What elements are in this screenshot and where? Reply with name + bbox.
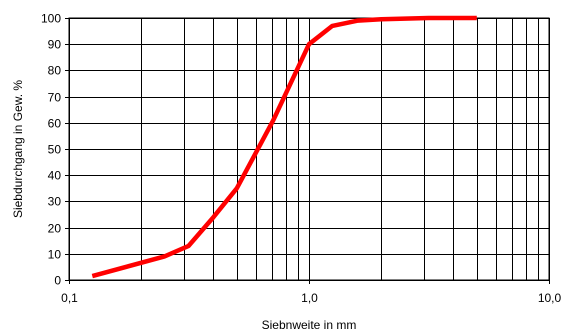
series-line xyxy=(91,15,477,279)
x-tick-label: 10,0 xyxy=(538,291,562,305)
x-axis-title: Siebnweite in mm xyxy=(262,318,357,329)
x-tick-label: 0,1 xyxy=(61,291,78,305)
y-tick-label: 50 xyxy=(48,143,62,157)
series-layer xyxy=(91,15,477,279)
grid xyxy=(69,18,550,281)
y-tick-label: 40 xyxy=(48,169,62,183)
x-tick-label: 1,0 xyxy=(301,291,318,305)
y-tick-label: 70 xyxy=(48,91,62,105)
y-tick-label: 60 xyxy=(48,117,62,131)
y-tick-label: 30 xyxy=(48,195,62,209)
y-tick-label: 80 xyxy=(48,64,62,78)
y-tick-label: 20 xyxy=(48,222,62,236)
x-tick-labels: 0,1 1,0 10,0 xyxy=(61,280,562,305)
y-tick-labels: 0 10 20 30 40 50 60 70 80 90 100 xyxy=(41,12,69,288)
y-axis-title: Siebdurchgang in Gew. % xyxy=(11,80,25,218)
y-tick-label: 10 xyxy=(48,248,62,262)
y-tick-label: 90 xyxy=(48,38,62,52)
y-tick-label: 0 xyxy=(54,274,61,288)
y-tick-label: 100 xyxy=(41,12,61,26)
